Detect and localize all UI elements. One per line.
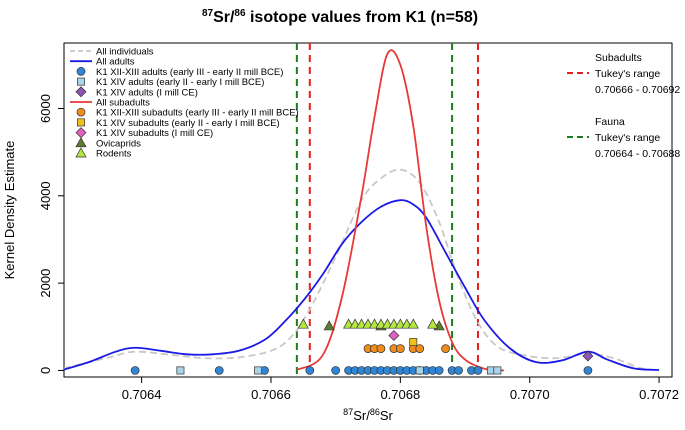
legend-swatch (75, 86, 87, 98)
legend-label: All subadults (96, 98, 150, 109)
y-axis: 0 2000 4000 6000 (38, 94, 64, 374)
point-series-0 (434, 366, 444, 375)
data-points (130, 318, 594, 375)
point-series-6 (323, 320, 335, 331)
legend-label: K1 XII-XIII adults (early III - early II… (96, 67, 283, 78)
legend-swatch (75, 147, 87, 158)
x-tick-label: 0.7066 (251, 387, 291, 402)
tukey-range-lines (295, 43, 479, 377)
point-series-4 (409, 338, 418, 347)
xlabel-sup-87: 87 (343, 407, 353, 417)
curve-all-adults (63, 199, 660, 371)
legend-swatch (76, 107, 86, 117)
legend-swatch (77, 118, 85, 127)
point-series-0 (130, 366, 140, 375)
point-series-0 (473, 366, 483, 375)
point-series-3 (395, 344, 405, 353)
y-tick-label: 6000 (38, 94, 53, 123)
tukey-legend-title: Subadults (595, 52, 642, 64)
point-series-3 (376, 344, 386, 353)
legend-swatch (75, 137, 87, 148)
xlabel-mid: Sr/ (353, 408, 370, 423)
legend-label: K1 XIV subadults (I mill CE) (96, 128, 213, 139)
point-series-3 (415, 344, 425, 353)
point-series-5 (388, 330, 400, 342)
y-tick-label: 2000 (38, 269, 53, 298)
tukey-legend-title: Fauna (595, 116, 625, 128)
legend-label: K1 XIV adults (I mill CE) (96, 87, 198, 98)
tukey-legend: Subadults Tukey's range 0.70666 - 0.70692 F… (567, 52, 680, 160)
tukey-legend-range: 0.70666 - 0.70692 (595, 84, 680, 96)
xlabel-end: Sr (380, 408, 394, 423)
curve-all-subadults (296, 49, 504, 372)
point-series-0 (331, 366, 341, 375)
title-sr: Sr/ (213, 9, 235, 26)
legend-swatch (75, 127, 87, 139)
y-tick-label: 0 (38, 367, 53, 374)
legend-label: K1 XIV subadults (early II - early I mil… (96, 118, 280, 129)
title-sup-86: 86 (234, 8, 246, 19)
x-tick-label: 0.7070 (510, 387, 550, 402)
point-series-0 (454, 366, 463, 375)
legend-label: Rodents (96, 149, 132, 160)
x-tick-label: 0.7072 (639, 387, 679, 402)
y-tick-label: 4000 (38, 181, 53, 210)
curve-all-individuals (63, 168, 660, 371)
legend-swatch (76, 67, 86, 76)
tukey-legend-item: Tukey's range (595, 68, 660, 80)
point-series-1 (493, 366, 502, 375)
tukey-legend-range: 0.70664 - 0.70688 (595, 148, 680, 160)
point-series-7 (297, 318, 309, 329)
legend-label: All adults (96, 57, 135, 68)
plot-frame (63, 42, 673, 378)
point-series-3 (441, 344, 450, 353)
point-series-0 (305, 366, 315, 375)
x-axis: 0.7064 0.7066 0.7068 0.7070 0.7072 (122, 377, 679, 402)
point-series-7 (427, 318, 439, 329)
chart-title: 87Sr/86 isotope values from K1 (n=58) (202, 8, 478, 26)
legend-label: All individuals (96, 47, 154, 58)
tukey-legend-item: Tukey's range (595, 132, 660, 144)
x-tick-label: 0.7068 (380, 387, 420, 402)
point-series-1 (254, 366, 262, 375)
y-axis-label: Kernel Density Estimate (2, 141, 17, 280)
title-sup-87: 87 (202, 8, 214, 19)
point-series-0 (583, 366, 593, 375)
legend-label: K1 XIV adults (early II - early I mill B… (96, 77, 264, 88)
x-axis-label: 87Sr/86Sr (343, 407, 393, 423)
title-rest: isotope values from K1 (n=58) (246, 9, 479, 26)
density-curves (63, 49, 660, 372)
x-tick-label: 0.7064 (122, 387, 162, 402)
legend-label: K1 XII-XIII subadults (early III - early… (96, 108, 299, 119)
legend-swatch (77, 77, 85, 86)
point-series-7 (407, 318, 419, 329)
point-series-1 (176, 366, 185, 375)
xlabel-sup-86: 86 (370, 407, 380, 417)
point-series-2 (582, 350, 594, 362)
point-series-1 (415, 366, 424, 375)
legend-label: Ovicaprids (96, 138, 141, 149)
point-series-0 (214, 366, 224, 375)
